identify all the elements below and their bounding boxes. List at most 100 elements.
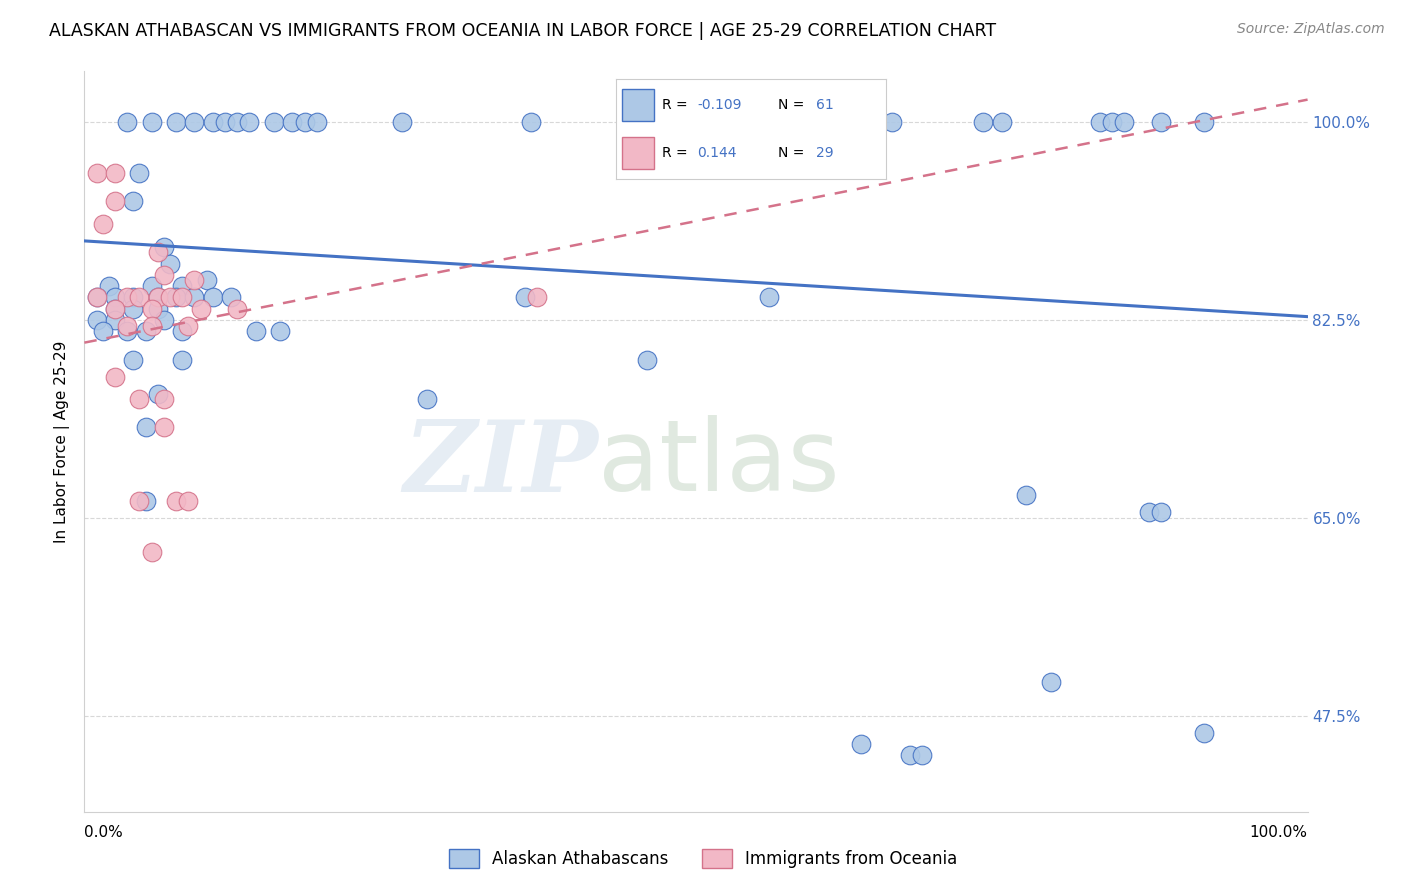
- Point: [146, 245, 169, 260]
- Point: [165, 290, 187, 304]
- Point: [214, 115, 236, 129]
- Point: [104, 313, 127, 327]
- Point: [104, 166, 127, 180]
- Point: [128, 290, 150, 304]
- Point: [972, 115, 994, 129]
- Point: [1150, 505, 1173, 519]
- Point: [758, 290, 780, 304]
- Point: [195, 273, 218, 287]
- Point: [416, 392, 439, 406]
- Point: [831, 115, 853, 129]
- Point: [153, 239, 176, 253]
- Point: [281, 115, 304, 129]
- Point: [849, 737, 872, 751]
- Point: [172, 324, 194, 338]
- Point: [97, 279, 120, 293]
- Point: [520, 115, 543, 129]
- Point: [146, 386, 169, 401]
- Point: [104, 290, 127, 304]
- Point: [245, 324, 267, 338]
- Point: [153, 268, 176, 282]
- Point: [183, 115, 205, 129]
- Point: [115, 318, 138, 333]
- Point: [165, 115, 187, 129]
- Point: [226, 115, 249, 129]
- Text: ZIP: ZIP: [404, 416, 598, 512]
- Point: [190, 301, 212, 316]
- Point: [153, 392, 176, 406]
- Point: [128, 494, 150, 508]
- Y-axis label: In Labor Force | Age 25-29: In Labor Force | Age 25-29: [55, 341, 70, 542]
- Point: [305, 115, 328, 129]
- Point: [294, 115, 316, 129]
- Point: [991, 115, 1014, 129]
- Point: [263, 115, 285, 129]
- Point: [104, 369, 127, 384]
- Point: [856, 115, 879, 129]
- Point: [141, 318, 163, 333]
- Point: [91, 217, 114, 231]
- Point: [86, 290, 108, 304]
- Point: [122, 290, 145, 304]
- Legend: Alaskan Athabascans, Immigrants from Oceania: Alaskan Athabascans, Immigrants from Oce…: [441, 842, 965, 875]
- Point: [898, 748, 921, 763]
- Point: [1192, 115, 1215, 129]
- Point: [201, 115, 224, 129]
- Point: [1150, 115, 1173, 129]
- Point: [172, 352, 194, 367]
- Point: [183, 290, 205, 304]
- Point: [135, 494, 157, 508]
- Point: [122, 301, 145, 316]
- Point: [86, 166, 108, 180]
- Point: [115, 324, 138, 338]
- Point: [183, 273, 205, 287]
- Point: [513, 290, 536, 304]
- Point: [91, 324, 114, 338]
- Point: [122, 352, 145, 367]
- Point: [159, 256, 181, 270]
- Point: [391, 115, 413, 129]
- Point: [911, 748, 934, 763]
- Point: [141, 545, 163, 559]
- Point: [146, 290, 169, 304]
- Point: [1039, 674, 1062, 689]
- Point: [115, 290, 138, 304]
- Point: [165, 494, 187, 508]
- Point: [177, 494, 200, 508]
- Text: 0.0%: 0.0%: [84, 825, 124, 840]
- Point: [526, 290, 548, 304]
- Point: [141, 115, 163, 129]
- Point: [86, 313, 108, 327]
- Point: [201, 290, 224, 304]
- Point: [135, 420, 157, 434]
- Point: [880, 115, 903, 129]
- Text: Source: ZipAtlas.com: Source: ZipAtlas.com: [1237, 22, 1385, 37]
- Point: [141, 279, 163, 293]
- Point: [177, 318, 200, 333]
- Point: [104, 301, 127, 316]
- Point: [153, 313, 176, 327]
- Point: [153, 420, 176, 434]
- Point: [1114, 115, 1136, 129]
- Point: [122, 194, 145, 209]
- Point: [104, 194, 127, 209]
- Point: [135, 324, 157, 338]
- Point: [1192, 725, 1215, 739]
- Point: [1101, 115, 1123, 129]
- Point: [1137, 505, 1160, 519]
- Point: [159, 290, 181, 304]
- Point: [226, 301, 249, 316]
- Point: [172, 279, 194, 293]
- Point: [146, 301, 169, 316]
- Text: ALASKAN ATHABASCAN VS IMMIGRANTS FROM OCEANIA IN LABOR FORCE | AGE 25-29 CORRELA: ALASKAN ATHABASCAN VS IMMIGRANTS FROM OC…: [49, 22, 997, 40]
- Point: [128, 392, 150, 406]
- Point: [128, 166, 150, 180]
- Point: [146, 290, 169, 304]
- Text: 100.0%: 100.0%: [1250, 825, 1308, 840]
- Point: [115, 115, 138, 129]
- Point: [219, 290, 242, 304]
- Point: [104, 301, 127, 316]
- Point: [636, 352, 658, 367]
- Point: [86, 290, 108, 304]
- Point: [1088, 115, 1111, 129]
